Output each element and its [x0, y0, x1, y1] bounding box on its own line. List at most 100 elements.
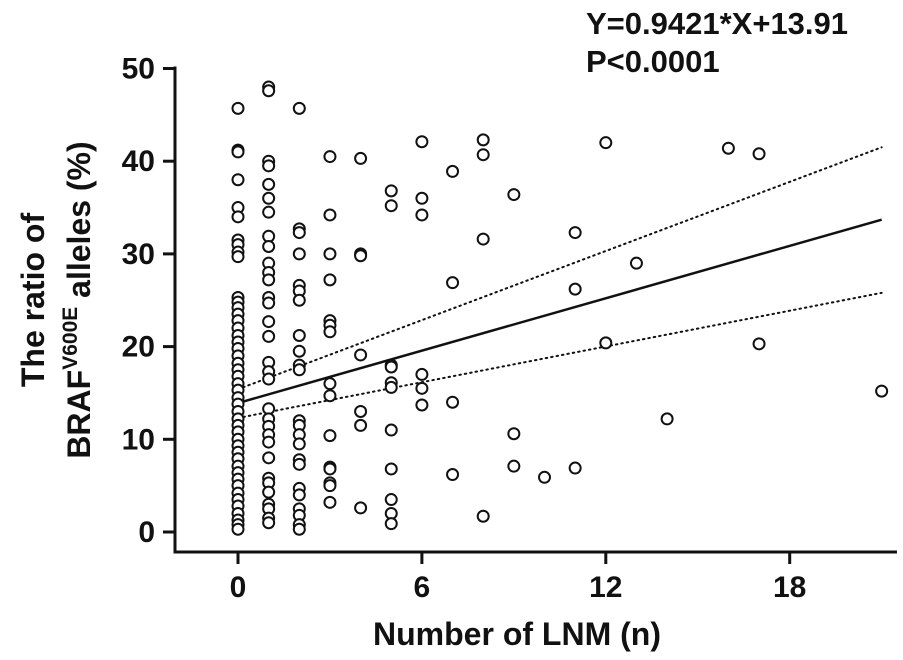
data-point: [323, 150, 337, 164]
data-point: [292, 522, 306, 536]
data-point: [262, 177, 276, 191]
data-point: [262, 329, 276, 343]
data-point: [415, 191, 429, 205]
y-tick-label: 0: [138, 516, 155, 549]
confidence-band: [237, 146, 883, 419]
ci-lower-line: [237, 291, 883, 419]
data-point: [354, 348, 368, 362]
data-point: [568, 282, 582, 296]
data-point: [507, 188, 521, 202]
data-point: [323, 462, 337, 476]
data-point: [354, 418, 368, 432]
data-point: [231, 522, 245, 536]
data-point: [262, 273, 276, 287]
regression-line-group: [237, 218, 882, 405]
data-point: [507, 459, 521, 473]
data-point: [323, 429, 337, 443]
data-point: [415, 398, 429, 412]
p-value: P<0.0001: [586, 44, 720, 79]
regression-line: [237, 218, 882, 405]
data-point: [660, 412, 674, 426]
data-point: [476, 232, 490, 246]
data-point: [262, 159, 276, 173]
data-point: [384, 199, 398, 213]
data-point: [323, 325, 337, 339]
data-point: [415, 367, 429, 381]
y-tick-label: 30: [122, 238, 155, 271]
data-point: [415, 208, 429, 222]
data-point: [292, 328, 306, 342]
data-point: [875, 384, 889, 398]
x-tick-label: 6: [414, 571, 431, 604]
ci-upper-line: [237, 146, 883, 391]
data-point: [262, 451, 276, 465]
data-point: [538, 470, 551, 484]
data-point: [446, 395, 460, 409]
data-point: [262, 205, 276, 219]
data-point: [384, 423, 398, 437]
regression-equation: Y=0.9421*X+13.91: [586, 6, 849, 41]
data-point: [262, 372, 276, 386]
y-axis-title-superscript: V600E: [59, 307, 82, 370]
y-axis-title-tail: alleles (%): [61, 141, 97, 306]
data-point: [231, 173, 245, 187]
data-point: [323, 389, 337, 403]
data-point: [354, 249, 368, 263]
data-point: [384, 517, 398, 531]
x-tick-label: 18: [773, 571, 806, 604]
data-points: [231, 80, 889, 536]
data-point: [323, 377, 337, 391]
y-axis-title-line2: BRAFV600E alleles (%): [59, 141, 97, 458]
data-point: [292, 488, 306, 502]
data-point: [292, 344, 306, 358]
data-point: [231, 210, 245, 224]
y-axis-title-main: BRAF: [61, 370, 97, 459]
data-point: [721, 141, 735, 155]
data-point: [384, 462, 398, 476]
data-point: [292, 247, 306, 261]
data-point: [629, 256, 643, 270]
data-point: [446, 276, 460, 290]
y-tick-label: 10: [122, 423, 155, 456]
data-point: [262, 516, 276, 530]
data-point: [354, 151, 368, 165]
data-point: [323, 479, 337, 493]
data-point: [599, 136, 613, 150]
data-point: [292, 293, 306, 307]
x-tick-label: 0: [230, 571, 247, 604]
data-point: [323, 273, 337, 287]
data-point: [415, 381, 429, 395]
data-point: [354, 404, 368, 418]
data-point: [384, 184, 398, 198]
data-point: [446, 468, 460, 482]
data-point: [262, 84, 276, 98]
data-point: [323, 495, 337, 509]
data-point: [415, 135, 429, 149]
y-tick-label: 40: [122, 145, 155, 178]
data-point: [384, 360, 398, 374]
y-axis-title-line1: The ratio of: [15, 213, 51, 388]
data-point: [568, 461, 582, 475]
x-tick-label: 12: [589, 571, 622, 604]
data-point: [262, 485, 276, 499]
data-point: [476, 509, 490, 523]
y-tick-label: 20: [122, 331, 155, 364]
data-point: [231, 250, 245, 264]
data-point: [476, 148, 490, 162]
data-point: [323, 208, 337, 222]
data-point: [262, 315, 276, 329]
data-point: [262, 435, 276, 449]
data-point: [752, 147, 766, 161]
axes: 0 10 20 30 40 50 0 6 12 18: [122, 53, 897, 604]
data-point: [262, 191, 276, 205]
y-tick-label: 50: [122, 53, 155, 86]
data-point: [231, 101, 245, 115]
data-point: [568, 226, 582, 240]
data-point: [476, 133, 490, 147]
x-axis-title: Number of LNM (n): [373, 616, 661, 652]
data-point: [262, 296, 276, 310]
data-point: [507, 427, 521, 441]
data-point: [292, 437, 306, 451]
data-point: [231, 145, 245, 159]
